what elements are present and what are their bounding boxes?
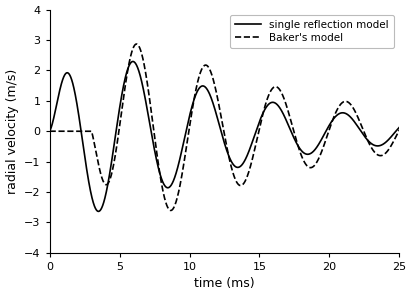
Baker's model <box>169 209 173 212</box>
Y-axis label: radial velocity (m/s): radial velocity (m/s) <box>5 69 19 194</box>
single reflection model <box>397 126 402 129</box>
Baker's model <box>87 129 92 133</box>
Baker's model <box>108 177 113 180</box>
single reflection model <box>197 86 201 90</box>
X-axis label: time (ms): time (ms) <box>194 277 255 290</box>
Baker's model <box>182 161 187 164</box>
Baker's model <box>397 128 402 132</box>
Baker's model <box>353 110 358 113</box>
Baker's model <box>197 75 201 78</box>
single reflection model <box>96 210 101 213</box>
single reflection model <box>47 129 52 133</box>
Baker's model <box>134 42 139 46</box>
single reflection model <box>108 168 113 171</box>
Line: single reflection model: single reflection model <box>49 62 399 211</box>
Legend: single reflection model, Baker's model: single reflection model, Baker's model <box>230 15 394 48</box>
single reflection model <box>131 60 136 63</box>
Baker's model <box>390 141 395 145</box>
Baker's model <box>47 129 52 133</box>
single reflection model <box>87 184 92 188</box>
single reflection model <box>353 121 358 124</box>
Line: Baker's model: Baker's model <box>49 44 399 210</box>
single reflection model <box>182 139 187 142</box>
single reflection model <box>390 133 395 137</box>
